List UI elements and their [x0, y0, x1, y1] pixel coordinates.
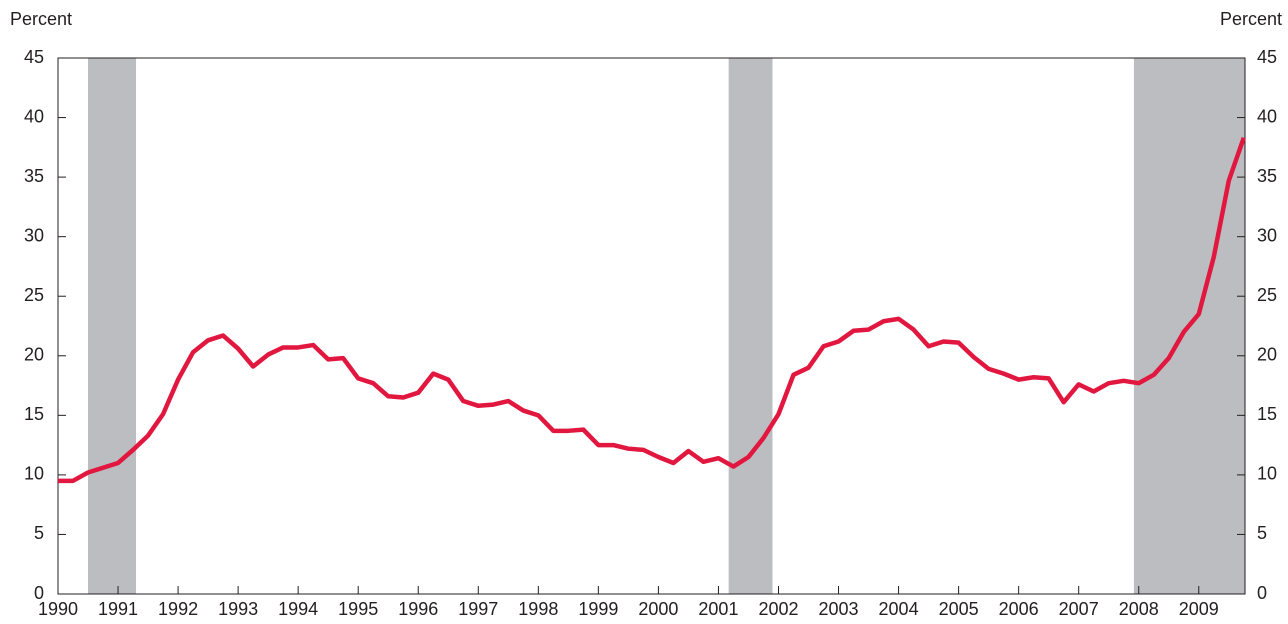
- y-tick-label: 45: [24, 47, 44, 67]
- y-tick-label: 20: [24, 345, 44, 365]
- y2-tick-label: 35: [1257, 166, 1277, 186]
- data-line: [58, 137, 1246, 484]
- y2-tick-label: 30: [1257, 225, 1277, 245]
- x-tick-label: 2003: [819, 599, 859, 619]
- x-tick-label: 1990: [38, 599, 78, 619]
- x-tick-label: 1996: [398, 599, 438, 619]
- y2-tick-label: 45: [1257, 47, 1277, 67]
- y-tick-label: 0: [34, 583, 44, 603]
- recession-shade: [88, 58, 137, 594]
- y2-tick-label: 10: [1257, 464, 1277, 484]
- x-tick-label: 1995: [338, 599, 378, 619]
- x-tick-label: 1991: [98, 599, 138, 619]
- y2-tick-label: 5: [1257, 523, 1267, 543]
- y-tick-label: 10: [24, 464, 44, 484]
- x-tick-label: 2009: [1179, 599, 1219, 619]
- x-tick-label: 1999: [578, 599, 618, 619]
- x-tick-label: 1992: [158, 599, 198, 619]
- x-tick-label: 2000: [638, 599, 678, 619]
- y-tick-label: 35: [24, 166, 44, 186]
- y-tick-label: 30: [24, 225, 44, 245]
- y2-tick-label: 0: [1257, 583, 1267, 603]
- x-tick-label: 2008: [1119, 599, 1159, 619]
- x-tick-label: 2007: [1059, 599, 1099, 619]
- x-tick-label: 2004: [879, 599, 919, 619]
- x-tick-label: 1994: [278, 599, 318, 619]
- recession-shade: [728, 58, 773, 594]
- plot-frame: [57, 57, 1246, 595]
- x-tick-label: 2005: [939, 599, 979, 619]
- x-tick-label: 2002: [758, 599, 798, 619]
- y-tick-label: 5: [34, 523, 44, 543]
- y2-tick-label: 40: [1257, 106, 1277, 126]
- y-tick-label: 15: [24, 404, 44, 424]
- x-tick-label: 1998: [518, 599, 558, 619]
- x-tick-label: 1997: [458, 599, 498, 619]
- x-tick-label: 2006: [999, 599, 1039, 619]
- y-tick-label: 25: [24, 285, 44, 305]
- y-tick-label: 40: [24, 106, 44, 126]
- y2-tick-label: 15: [1257, 404, 1277, 424]
- x-tick-label: 2001: [698, 599, 738, 619]
- y2-tick-label: 20: [1257, 345, 1277, 365]
- y2-tick-label: 25: [1257, 285, 1277, 305]
- x-tick-label: 1993: [218, 599, 258, 619]
- y2-axis-title: Percent: [1220, 9, 1282, 29]
- y-axis-title: Percent: [10, 9, 72, 29]
